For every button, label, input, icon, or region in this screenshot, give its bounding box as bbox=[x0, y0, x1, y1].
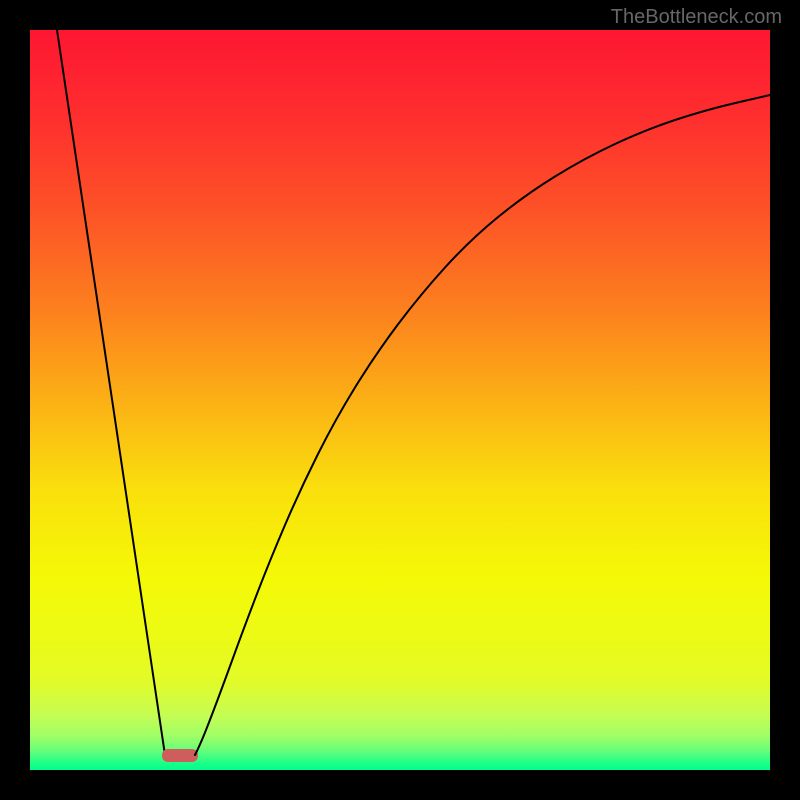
chart-container: TheBottleneck.com bbox=[0, 0, 800, 800]
optimal-marker bbox=[162, 749, 198, 762]
plot-background bbox=[30, 30, 770, 770]
bottleneck-chart bbox=[0, 0, 800, 800]
watermark-text: TheBottleneck.com bbox=[611, 6, 782, 29]
